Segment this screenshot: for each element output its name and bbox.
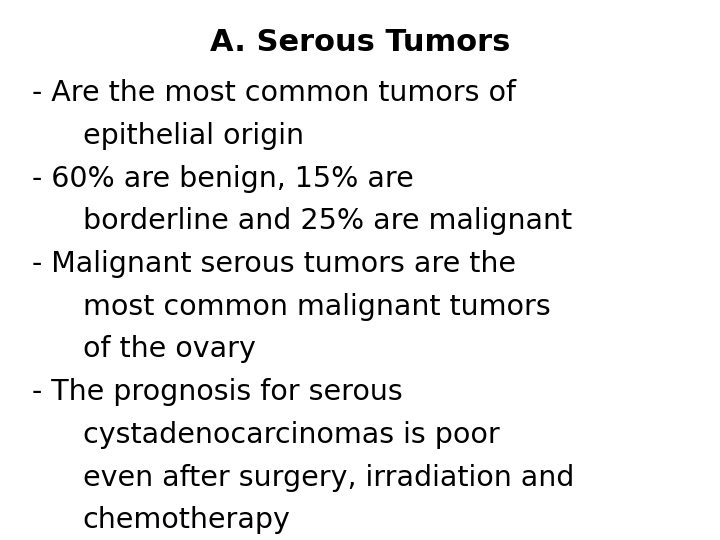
Text: - The prognosis for serous: - The prognosis for serous [32,378,403,406]
Text: of the ovary: of the ovary [83,335,256,363]
Text: A. Serous Tumors: A. Serous Tumors [210,28,510,57]
Text: borderline and 25% are malignant: borderline and 25% are malignant [83,207,572,235]
Text: most common malignant tumors: most common malignant tumors [83,293,551,321]
Text: chemotherapy: chemotherapy [83,507,291,535]
Text: epithelial origin: epithelial origin [83,122,304,150]
Text: even after surgery, irradiation and: even after surgery, irradiation and [83,464,574,491]
Text: - Malignant serous tumors are the: - Malignant serous tumors are the [32,250,516,278]
Text: cystadenocarcinomas is poor: cystadenocarcinomas is poor [83,421,500,449]
Text: - 60% are benign, 15% are: - 60% are benign, 15% are [32,165,414,193]
Text: - Are the most common tumors of: - Are the most common tumors of [32,79,516,107]
